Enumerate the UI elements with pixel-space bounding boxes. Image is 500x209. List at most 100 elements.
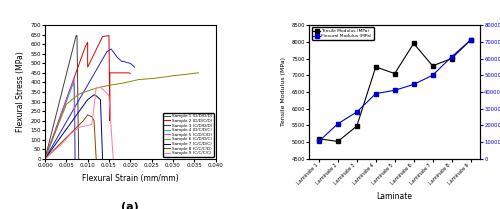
Sample 9 (C/C/C/C) [110,158,116,160]
Sample 3 (C/D/D/D) [110,51,116,53]
Flexural Modulus (MPa) [430,74,436,76]
Sample 5 (C/D/C/D) [72,85,78,88]
X-axis label: Laminate: Laminate [376,192,412,201]
Line: Sample 5 (C/D/C/D): Sample 5 (C/D/C/D) [45,79,76,159]
Sample 6 (C/D/D/C) [42,158,48,160]
Sample 7 (C/C/D/C) [100,158,105,160]
Sample 2 (D/D/C/D) [107,72,113,74]
Sample 9 (C/C/C/C) [98,86,103,88]
Sample 2 (D/D/C/D) [84,66,90,68]
Sample 6 (C/D/D/C) [162,76,168,78]
Sample 8 (C/C/C/D) [91,119,97,122]
Tensile Modulus (MPa) [410,42,416,45]
Sample 7 (C/C/D/C) [42,158,48,160]
Text: (a): (a) [122,202,139,209]
Sample 9 (C/C/C/C) [84,124,90,127]
Sample 3 (C/D/D/D) [42,158,48,160]
Sample 5 (C/D/C/D) [42,158,48,160]
Sample 2 (D/D/C/D) [84,41,90,43]
Tensile Modulus (MPa) [448,57,454,60]
Flexural Modulus (MPa) [354,111,360,113]
Tensile Modulus (MPa) [430,65,436,67]
Sample 8 (C/C/C/D) [42,158,48,160]
Flexural Modulus (MPa) [468,39,473,41]
Sample 7 (C/C/D/C) [93,94,99,97]
Sample 9 (C/C/C/C) [89,123,95,126]
Tensile Modulus (MPa) [373,66,379,68]
Sample 1 (D/D/D/D) [73,34,79,37]
Tensile Modulus (MPa) [335,140,341,143]
Flexural Modulus (MPa) [373,92,379,95]
Sample 9 (C/C/C/C) [80,125,86,128]
Sample 4 (D/C/D/C) [70,81,76,84]
Sample 6 (C/D/D/C) [170,74,176,77]
Sample 6 (C/D/D/C) [182,73,188,76]
Line: Tensile Modulus (MPa): Tensile Modulus (MPa) [317,38,472,143]
Sample 3 (C/D/D/D) [114,56,120,59]
Flexural Modulus (MPa) [448,56,454,58]
Sample 8 (C/C/C/D) [80,119,86,122]
Sample 3 (C/D/D/D) [104,51,110,53]
Sample 6 (C/D/D/C) [196,72,202,74]
Sample 2 (D/D/C/D) [42,158,48,160]
Tensile Modulus (MPa) [392,72,398,75]
Sample 3 (C/D/D/D) [112,54,118,56]
Sample 9 (C/C/C/C) [59,142,65,145]
Sample 1 (D/D/D/D) [42,158,48,160]
Sample 4 (D/C/D/C) [71,87,77,89]
Sample 5 (C/D/C/D) [71,77,77,80]
Sample 9 (C/C/C/C) [68,133,73,135]
Sample 2 (D/D/C/D) [106,34,112,37]
Sample 3 (C/D/D/D) [132,66,138,68]
Line: Sample 2 (D/D/C/D): Sample 2 (D/D/C/D) [45,36,130,159]
Tensile Modulus (MPa) [316,138,322,140]
Sample 2 (D/D/C/D) [128,72,134,74]
Sample 9 (C/C/C/C) [76,126,82,129]
Sample 7 (C/C/D/C) [84,98,90,101]
Sample 7 (C/C/D/C) [91,94,97,96]
Sample 8 (C/C/C/D) [93,158,99,160]
Sample 4 (D/C/D/C) [72,158,78,160]
Line: Sample 1 (D/D/D/D): Sample 1 (D/D/D/D) [45,36,78,159]
Sample 9 (C/C/C/C) [102,90,107,92]
Sample 9 (C/C/C/C) [93,87,99,89]
Sample 8 (C/C/C/D) [84,114,90,116]
Sample 3 (C/D/D/D) [128,62,134,65]
Y-axis label: Tensile Modulus (MPa): Tensile Modulus (MPa) [281,57,286,126]
Line: Sample 6 (C/D/D/C): Sample 6 (C/D/D/C) [45,73,199,159]
Sample 6 (C/D/D/C) [64,103,70,106]
X-axis label: Flexural Strain (mm/mm): Flexural Strain (mm/mm) [82,173,178,183]
Sample 3 (C/D/D/D) [119,60,125,63]
Sample 6 (C/D/D/C) [106,84,112,87]
Sample 3 (C/D/D/D) [108,48,114,50]
Sample 7 (C/C/D/C) [98,98,103,101]
Line: Sample 8 (C/C/C/D): Sample 8 (C/C/C/D) [45,115,96,159]
Sample 3 (C/D/D/D) [116,58,122,61]
Sample 6 (C/D/D/C) [76,93,82,95]
Flexural Modulus (MPa) [410,83,416,86]
Sample 2 (D/D/C/D) [107,119,113,122]
Sample 6 (C/D/D/C) [119,82,125,85]
Flexural Modulus (MPa) [392,89,398,92]
Line: Sample 9 (C/C/C/C): Sample 9 (C/C/C/C) [45,87,113,159]
Line: Sample 4 (D/C/D/C): Sample 4 (D/C/D/C) [45,82,75,159]
Sample 8 (C/C/C/D) [89,116,95,118]
Flexural Modulus (MPa) [316,140,322,143]
Sample 6 (C/D/D/C) [192,72,198,74]
Legend: Sample 1 (D/D/D/D), Sample 2 (D/D/C/D), Sample 3 (C/D/D/D), Sample 4 (D/C/D/C), : Sample 1 (D/D/D/D), Sample 2 (D/D/C/D), … [162,113,214,157]
Sample 1 (D/D/D/D) [76,158,82,160]
Sample 3 (C/D/D/D) [123,61,129,64]
Y-axis label: Flexural Stress (MPa): Flexural Stress (MPa) [16,52,25,132]
Sample 2 (D/D/C/D) [125,72,131,74]
Sample 1 (D/D/D/D) [74,34,80,37]
Line: Flexural Modulus (MPa): Flexural Modulus (MPa) [317,38,472,143]
Sample 4 (D/C/D/C) [42,158,48,160]
Tensile Modulus (MPa) [468,39,473,41]
Tensile Modulus (MPa) [354,125,360,127]
Sample 9 (C/C/C/C) [42,158,48,160]
Sample 6 (C/D/D/C) [148,77,154,80]
Sample 3 (C/D/D/D) [121,60,127,63]
Flexural Modulus (MPa) [335,122,341,125]
Line: Sample 3 (C/D/D/D): Sample 3 (C/D/D/D) [45,49,134,159]
Sample 5 (C/D/C/D) [72,158,78,160]
